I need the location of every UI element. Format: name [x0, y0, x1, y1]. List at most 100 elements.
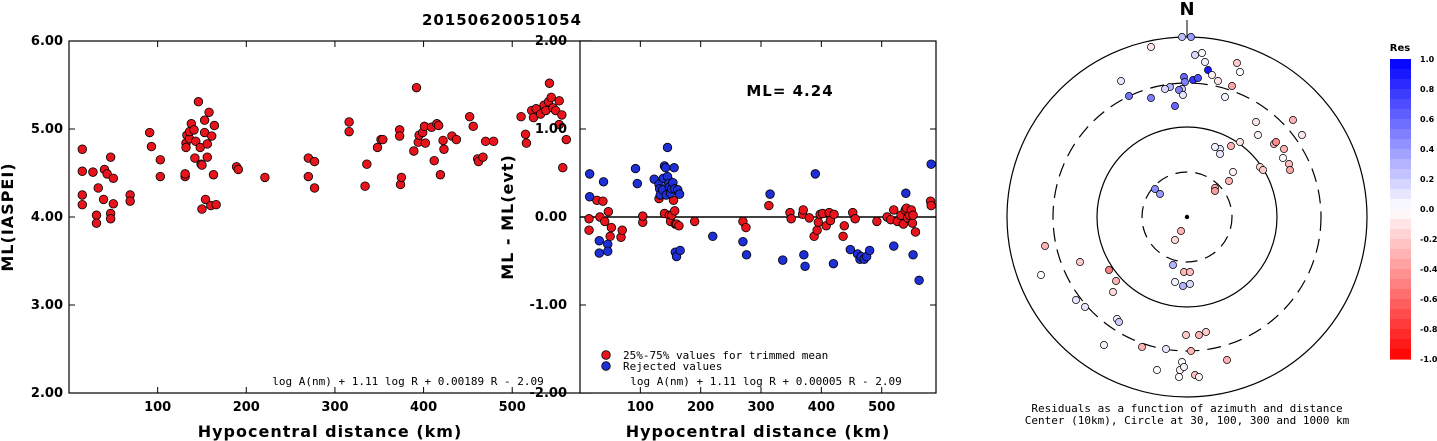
accepted-point	[872, 216, 882, 227]
colorbar-tick-label: -1.0	[1420, 355, 1437, 364]
station-marker	[1147, 43, 1155, 51]
ml-x-tick-label: 200	[233, 400, 260, 415]
colorbar-segment	[1390, 69, 1411, 80]
station-marker	[1214, 77, 1222, 85]
ml-point	[411, 82, 422, 93]
station-marker	[1236, 68, 1244, 76]
colorbar-segment	[1390, 309, 1411, 320]
station-marker	[1151, 185, 1159, 193]
ml-point	[207, 131, 217, 141]
accepted-point	[584, 225, 594, 235]
station-marker	[1162, 345, 1170, 353]
ml-y-tick-label: 5.00	[31, 122, 63, 137]
ml-point	[516, 111, 526, 122]
ml-point	[77, 144, 87, 154]
station-marker	[1223, 356, 1231, 364]
rejected-point	[864, 245, 875, 256]
accepted-point	[786, 214, 796, 224]
station-marker	[1211, 187, 1219, 195]
ml-point	[344, 126, 354, 137]
legend-rejected-label: Rejected values	[623, 360, 722, 373]
ml-x-tick-label: 400	[410, 400, 437, 415]
accepted-point	[689, 216, 700, 227]
ml-point	[309, 183, 320, 193]
ml-point	[202, 139, 212, 149]
ml-point	[394, 131, 405, 141]
ml-point	[144, 127, 155, 138]
accepted-point	[598, 196, 608, 206]
colorbar-tick-label: 0.8	[1420, 85, 1435, 94]
colorbar-segment	[1390, 319, 1411, 330]
residual-x-tick-label: 500	[868, 400, 895, 415]
ml-point	[208, 170, 219, 180]
rejected-point	[598, 177, 609, 187]
ml-point	[202, 152, 212, 162]
ml-event-value: ML= 4.24	[746, 82, 833, 100]
station-marker	[1138, 343, 1146, 351]
accepted-point	[670, 206, 680, 216]
colorbar-gradient	[1390, 59, 1411, 360]
accepted-point	[600, 216, 610, 227]
ml-distance-panel: 2.00 3.00 4.00 5.00 6.00 100 200 300 400 500 Hyp…	[0, 34, 593, 441]
residual-y-tick-label: 1.00	[535, 122, 567, 137]
colorbar-segment	[1390, 229, 1411, 240]
ml-point	[155, 155, 166, 165]
ml-point	[88, 167, 98, 177]
station-marker	[1227, 142, 1235, 150]
ml-point	[105, 152, 116, 162]
ml-point	[344, 117, 354, 127]
station-marker	[1202, 328, 1210, 336]
accepted-point	[813, 217, 824, 227]
rejected-point	[800, 261, 810, 271]
station-marker	[1037, 271, 1045, 279]
figure-title: 20150620051054	[422, 11, 582, 29]
accepted-point	[764, 200, 774, 211]
event-center	[1184, 214, 1190, 220]
ml-y-ticks: 2.00 3.00 4.00 5.00 6.00	[31, 34, 592, 401]
station-marker	[1221, 93, 1229, 101]
colorbar-segment	[1390, 119, 1411, 130]
accepted-point	[907, 218, 918, 228]
rejected-point	[914, 275, 924, 286]
station-marker	[1112, 277, 1120, 285]
ml-point	[362, 159, 372, 169]
ml-y-tick-label: 4.00	[31, 210, 63, 225]
accepted-point	[605, 231, 615, 242]
colorbar-tick-label: 1.0	[1420, 55, 1435, 64]
rejected-point	[594, 248, 605, 258]
ml-point	[189, 125, 199, 135]
rejected-point	[926, 159, 936, 169]
ml-point	[438, 135, 448, 146]
station-marker	[1254, 131, 1262, 139]
colorbar-tick-label: 0.6	[1420, 115, 1435, 124]
station-marker	[1195, 331, 1203, 339]
residual-x-ticks: 100 200 300 400 500	[627, 41, 895, 415]
ml-point	[91, 218, 102, 228]
station-marker	[1153, 366, 1161, 374]
station-marker	[1179, 282, 1187, 290]
rejected-point	[741, 250, 752, 260]
ml-x-axis-title: Hypocentral distance (km)	[198, 422, 463, 441]
colorbar-segment	[1390, 99, 1411, 110]
ml-point	[544, 78, 555, 88]
station-marker	[1228, 82, 1236, 90]
colorbar-tick-label: -0.2	[1420, 235, 1437, 244]
accepted-point	[741, 222, 751, 233]
ml-point	[409, 146, 419, 156]
residual-y-tick-label: 2.00	[535, 34, 567, 49]
rejected-point	[675, 245, 685, 256]
ml-y-tick-label: 3.00	[31, 298, 63, 313]
rejected-point	[669, 163, 679, 173]
accepted-point	[584, 214, 594, 224]
accepted-point	[603, 207, 614, 217]
ml-point	[488, 136, 499, 147]
ml-point	[190, 153, 200, 163]
colorbar-tick-label: -0.8	[1420, 325, 1437, 334]
station-marker	[1298, 131, 1306, 139]
north-label: N	[1179, 0, 1194, 20]
ring-100km	[1096, 126, 1278, 308]
colorbar-segment	[1390, 249, 1411, 260]
residual-x-axis-title: Hypocentral distance (km)	[626, 422, 891, 441]
ml-point	[193, 97, 204, 107]
